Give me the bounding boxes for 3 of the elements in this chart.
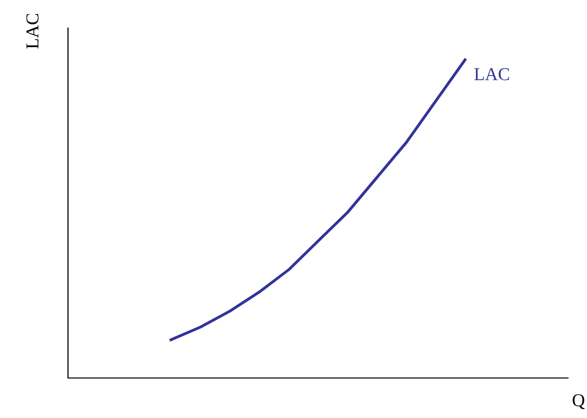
y-axis-title: LAC <box>26 14 39 49</box>
series-label: LAC <box>474 68 509 80</box>
x-axis-title: Q <box>572 394 585 410</box>
